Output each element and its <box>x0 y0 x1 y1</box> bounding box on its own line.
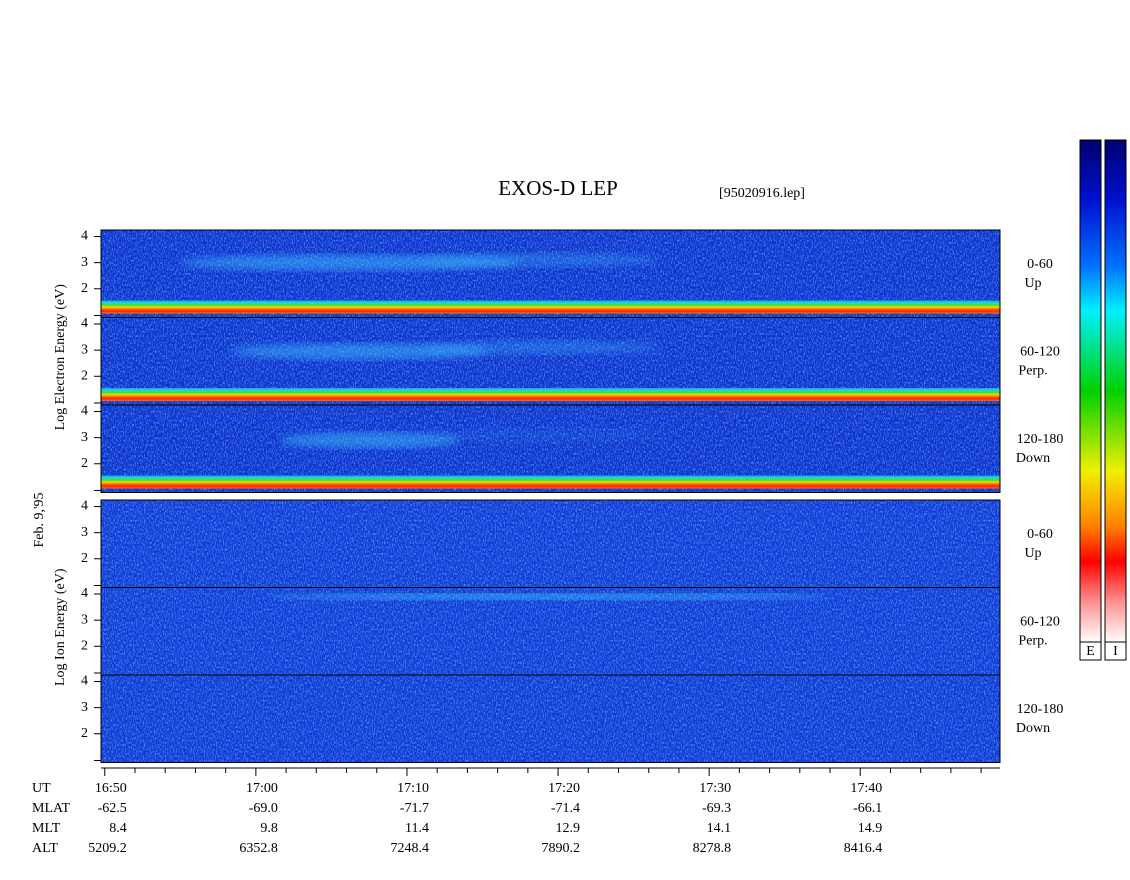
y-tick-label: 3 <box>81 612 88 627</box>
ephemeris-value: 8278.8 <box>693 841 732 856</box>
y-tick-label: 2 <box>81 551 88 566</box>
ephemeris-label: MLT <box>32 821 61 836</box>
file-name: [95020916.lep] <box>719 186 805 201</box>
ephemeris-value: 7248.4 <box>390 841 429 856</box>
panel-frame <box>100 674 1001 763</box>
y-tick-label: 2 <box>81 726 88 741</box>
date: Feb. 9,'95 <box>32 492 47 547</box>
ephemeris-value: -71.7 <box>400 801 429 816</box>
colorbar-label-box <box>1079 641 1102 661</box>
colorbar <box>1079 139 1102 643</box>
ephemeris-value: -71.4 <box>551 801 580 816</box>
x-tick-label: 17:20 <box>548 781 580 796</box>
y-tick-label: 3 <box>81 430 88 445</box>
y-tick-label: 2 <box>81 456 88 471</box>
panel-angle: 0-60 <box>1027 257 1053 272</box>
ephemeris-value: 14.1 <box>707 821 732 836</box>
panel-angle: 60-120 <box>1020 615 1060 630</box>
panel-direction: Down <box>1016 721 1050 736</box>
y-tick-label: 3 <box>81 700 88 715</box>
spectrogram-feature <box>270 593 830 600</box>
spectrogram-feature <box>280 432 460 449</box>
y-tick-label: 4 <box>81 229 88 244</box>
ephemeris-value: -69.3 <box>702 801 731 816</box>
ephemeris-value: 6352.8 <box>239 841 278 856</box>
x-tick-label: 17:10 <box>397 781 429 796</box>
axis-label: Log Ion Energy (eV) <box>53 568 68 686</box>
y-tick-label: 2 <box>81 638 88 653</box>
panel-direction: Up <box>1024 546 1041 561</box>
ephemeris-value: 8.4 <box>109 821 127 836</box>
ephemeris-value: 7890.2 <box>542 841 581 856</box>
colorbar-label: I <box>1113 644 1118 659</box>
spectrogram-noise <box>101 587 1000 675</box>
ephemeris-value: 8416.4 <box>844 841 883 856</box>
colorbar-label: E <box>1086 644 1095 659</box>
ephemeris-label: UT <box>32 781 51 796</box>
y-tick-label: 4 <box>81 316 88 331</box>
x-tick-label: 17:00 <box>246 781 278 796</box>
ephemeris-value: -62.5 <box>98 801 127 816</box>
spectrogram-feature <box>420 340 660 355</box>
panel-angle: 120-180 <box>1017 702 1064 717</box>
ephemeris-value: -69.0 <box>249 801 278 816</box>
ephemeris-value: 9.8 <box>260 821 278 836</box>
panel-angle: 60-120 <box>1020 345 1060 360</box>
ephemeris-label: ALT <box>32 841 58 856</box>
panel-frame <box>100 404 1001 493</box>
x-tick-label: 16:50 <box>95 781 127 796</box>
spectrogram-band <box>101 388 1000 402</box>
y-tick-label: 3 <box>81 342 88 357</box>
y-tick-label: 4 <box>81 499 88 514</box>
y-tick-label: 4 <box>81 586 88 601</box>
axis-label: Log Electron Energy (eV) <box>53 284 68 431</box>
ephemeris-value: 12.9 <box>556 821 581 836</box>
y-tick-label: 3 <box>81 525 88 540</box>
x-tick-label: 17:30 <box>699 781 731 796</box>
spectrogram-feature <box>420 428 660 443</box>
spectrogram-band <box>101 475 1000 489</box>
spectrogram-feature <box>420 253 660 268</box>
y-tick-label: 2 <box>81 281 88 296</box>
ephemeris-value: 14.9 <box>858 821 883 836</box>
panel-angle: 120-180 <box>1017 432 1064 447</box>
y-tick-label: 3 <box>81 255 88 270</box>
x-tick-label: 17:40 <box>850 781 882 796</box>
y-tick-label: 4 <box>81 674 88 689</box>
panel-angle: 0-60 <box>1027 527 1053 542</box>
ephemeris-value: 11.4 <box>405 821 429 836</box>
spectrogram-band <box>101 300 1000 314</box>
panel-direction: Perp. <box>1018 364 1047 379</box>
ephemeris-label: MLAT <box>32 801 71 816</box>
y-tick-label: 4 <box>81 404 88 419</box>
title: EXOS-D LEP <box>498 176 618 200</box>
panel-direction: Up <box>1024 276 1041 291</box>
panel-direction: Perp. <box>1018 634 1047 649</box>
spectrogram-dropouts <box>101 675 1000 763</box>
spectrogram-noise <box>101 500 1000 588</box>
ephemeris-value: -66.1 <box>853 801 882 816</box>
y-tick-label: 2 <box>81 368 88 383</box>
colorbar-label-box <box>1104 641 1127 661</box>
panel-direction: Down <box>1016 451 1050 466</box>
ephemeris-value: 5209.2 <box>88 841 127 856</box>
colorbar <box>1104 139 1127 643</box>
